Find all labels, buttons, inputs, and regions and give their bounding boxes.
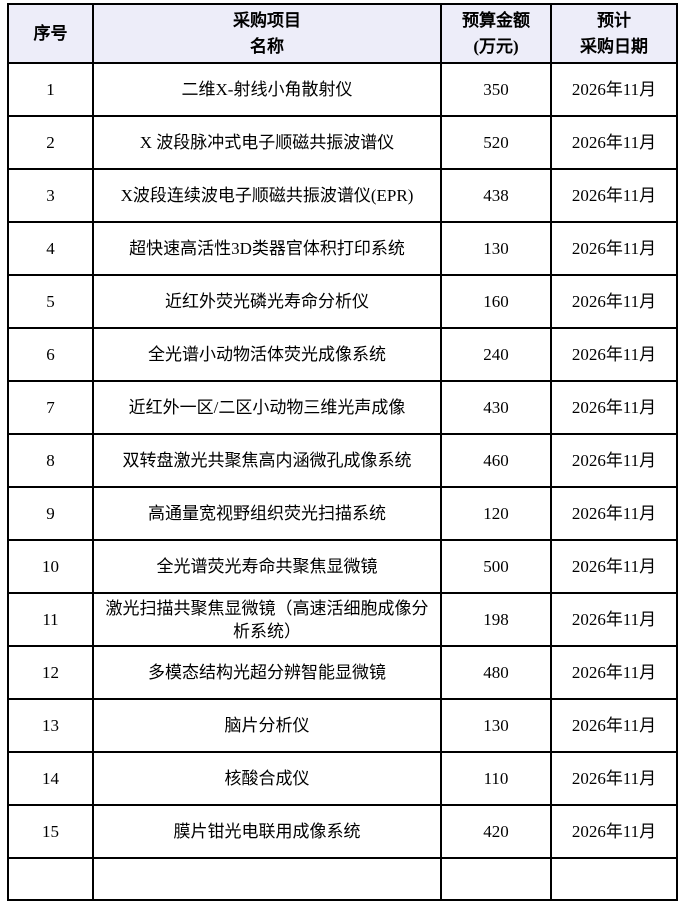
- table-row: 11 激光扫描共聚焦显微镜（高速活细胞成像分析系统） 198 2026年11月: [7, 592, 678, 647]
- cell-project-name: 激光扫描共聚焦显微镜（高速活细胞成像分析系统）: [92, 592, 442, 647]
- column-header-budget: 预算金额 (万元): [440, 3, 552, 64]
- cell-project-name: 脑片分析仪: [92, 698, 442, 753]
- cell-date: 2026年11月: [550, 221, 678, 276]
- cell-budget: 130: [440, 221, 552, 276]
- table-row: 7 近红外一区/二区小动物三维光声成像 430 2026年11月: [7, 380, 678, 435]
- cell-serial: 4: [7, 221, 94, 276]
- table-row: 8 双转盘激光共聚焦高内涵微孔成像系统 460 2026年11月: [7, 433, 678, 488]
- table-row-partial: [7, 857, 678, 901]
- cell-budget: 500: [440, 539, 552, 594]
- cell-date: 2026年11月: [550, 433, 678, 488]
- cell-date: 2026年11月: [550, 592, 678, 647]
- table-row: 6 全光谱小动物活体荧光成像系统 240 2026年11月: [7, 327, 678, 382]
- table-body: 1 二维X-射线小角散射仪 350 2026年11月 2 X 波段脉冲式电子顺磁…: [7, 62, 678, 901]
- cell-budget: 130: [440, 698, 552, 753]
- table-row: 2 X 波段脉冲式电子顺磁共振波谱仪 520 2026年11月: [7, 115, 678, 170]
- table-row: 13 脑片分析仪 130 2026年11月: [7, 698, 678, 753]
- cell-project-name: 近红外一区/二区小动物三维光声成像: [92, 380, 442, 435]
- cell-date: 2026年11月: [550, 645, 678, 700]
- cell-project-name: 超快速高活性3D类器官体积打印系统: [92, 221, 442, 276]
- header-label: 预计: [597, 10, 631, 30]
- cell-serial: [7, 857, 94, 901]
- cell-serial: 12: [7, 645, 94, 700]
- cell-budget: 420: [440, 804, 552, 859]
- header-label: 采购项目: [233, 10, 301, 30]
- cell-date: 2026年11月: [550, 327, 678, 382]
- cell-budget: 460: [440, 433, 552, 488]
- page: { "table": { "header_bg": "#ededf9", "bo…: [7, 3, 678, 901]
- cell-project-name: 近红外荧光磷光寿命分析仪: [92, 274, 442, 329]
- table-row: 12 多模态结构光超分辨智能显微镜 480 2026年11月: [7, 645, 678, 700]
- cell-budget: [440, 857, 552, 901]
- cell-date: 2026年11月: [550, 539, 678, 594]
- cell-date: 2026年11月: [550, 380, 678, 435]
- header-label: 名称: [250, 36, 284, 56]
- cell-project-name: 膜片钳光电联用成像系统: [92, 804, 442, 859]
- header-row: 序号 采购项目 名称 预算金额 (万元) 预计 采购日期: [7, 3, 678, 64]
- cell-project-name: 双转盘激光共聚焦高内涵微孔成像系统: [92, 433, 442, 488]
- cell-serial: 6: [7, 327, 94, 382]
- cell-date: 2026年11月: [550, 115, 678, 170]
- header-label: 预算金额: [462, 10, 530, 30]
- cell-date: 2026年11月: [550, 751, 678, 806]
- cell-serial: 9: [7, 486, 94, 541]
- column-header-date: 预计 采购日期: [550, 3, 678, 64]
- table-row: 9 高通量宽视野组织荧光扫描系统 120 2026年11月: [7, 486, 678, 541]
- cell-project-name: 二维X-射线小角散射仪: [92, 62, 442, 117]
- cell-project-name: X波段连续波电子顺磁共振波谱仪(EPR): [92, 168, 442, 223]
- cell-serial: 15: [7, 804, 94, 859]
- cell-budget: 240: [440, 327, 552, 382]
- cell-serial: 14: [7, 751, 94, 806]
- cell-budget: 350: [440, 62, 552, 117]
- column-header-serial: 序号: [7, 3, 94, 64]
- column-header-project-name: 采购项目 名称: [92, 3, 442, 64]
- table-row: 14 核酸合成仪 110 2026年11月: [7, 751, 678, 806]
- cell-budget: 120: [440, 486, 552, 541]
- cell-date: 2026年11月: [550, 62, 678, 117]
- cell-serial: 11: [7, 592, 94, 647]
- cell-date: 2026年11月: [550, 274, 678, 329]
- cell-budget: 160: [440, 274, 552, 329]
- cell-serial: 8: [7, 433, 94, 488]
- cell-serial: 2: [7, 115, 94, 170]
- cell-project-name: 全光谱小动物活体荧光成像系统: [92, 327, 442, 382]
- cell-serial: 3: [7, 168, 94, 223]
- header-label: 采购日期: [580, 36, 648, 56]
- table-row: 15 膜片钳光电联用成像系统 420 2026年11月: [7, 804, 678, 859]
- table-row: 5 近红外荧光磷光寿命分析仪 160 2026年11月: [7, 274, 678, 329]
- cell-date: 2026年11月: [550, 168, 678, 223]
- cell-project-name: 全光谱荧光寿命共聚焦显微镜: [92, 539, 442, 594]
- cell-budget: 438: [440, 168, 552, 223]
- cell-project-name: 高通量宽视野组织荧光扫描系统: [92, 486, 442, 541]
- procurement-table: 序号 采购项目 名称 预算金额 (万元) 预计 采购日期 1 二维X-射线小角散…: [7, 3, 678, 901]
- cell-project-name: 核酸合成仪: [92, 751, 442, 806]
- cell-project-name: X 波段脉冲式电子顺磁共振波谱仪: [92, 115, 442, 170]
- cell-date: 2026年11月: [550, 486, 678, 541]
- cell-budget: 520: [440, 115, 552, 170]
- cell-budget: 198: [440, 592, 552, 647]
- cell-serial: 1: [7, 62, 94, 117]
- cell-project-name: [92, 857, 442, 901]
- cell-serial: 10: [7, 539, 94, 594]
- cell-budget: 110: [440, 751, 552, 806]
- header-label: 序号: [33, 23, 68, 43]
- table-row: 10 全光谱荧光寿命共聚焦显微镜 500 2026年11月: [7, 539, 678, 594]
- table-row: 4 超快速高活性3D类器官体积打印系统 130 2026年11月: [7, 221, 678, 276]
- table-header: 序号 采购项目 名称 预算金额 (万元) 预计 采购日期: [7, 3, 678, 64]
- cell-date: 2026年11月: [550, 698, 678, 753]
- header-label: (万元): [473, 36, 519, 56]
- cell-budget: 430: [440, 380, 552, 435]
- cell-project-name: 多模态结构光超分辨智能显微镜: [92, 645, 442, 700]
- cell-serial: 7: [7, 380, 94, 435]
- table-row: 3 X波段连续波电子顺磁共振波谱仪(EPR) 438 2026年11月: [7, 168, 678, 223]
- cell-budget: 480: [440, 645, 552, 700]
- table-row: 1 二维X-射线小角散射仪 350 2026年11月: [7, 62, 678, 117]
- cell-date: 2026年11月: [550, 804, 678, 859]
- cell-serial: 5: [7, 274, 94, 329]
- cell-serial: 13: [7, 698, 94, 753]
- cell-date: [550, 857, 678, 901]
